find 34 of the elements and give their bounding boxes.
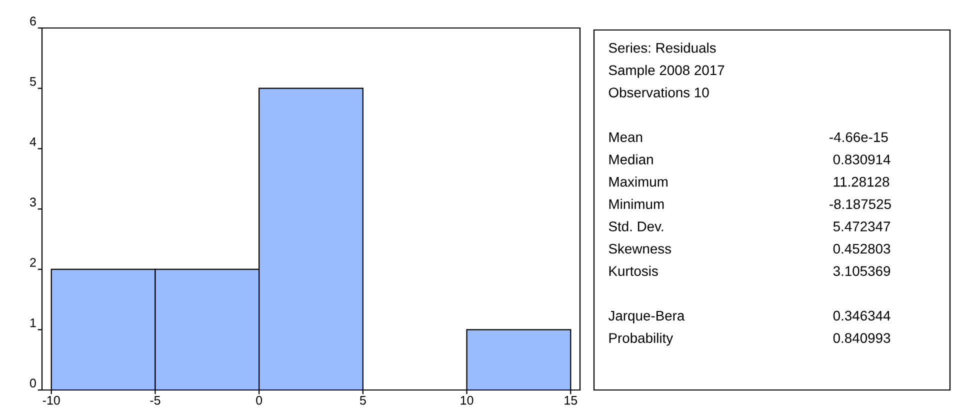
y-tick-label: 2 [30,258,36,267]
y-tick-label: 4 [30,137,36,146]
text: Minimum [609,198,664,210]
text: 11.28128 [834,176,890,187]
text: Kurtosis [609,266,658,276]
text: 0.452803 [833,244,890,254]
x-tick-label: -5 [150,396,160,405]
text: Std. Dev. [608,221,664,232]
text: 3.105369 [833,266,890,276]
text: 0.830914 [833,154,890,164]
x-tick-label: 0 [256,396,262,405]
x-tick-label: 15 [564,396,578,405]
text: Jarque-Bera [608,310,685,324]
text: Sample 2008 2017 [608,64,724,78]
x-tick-label: 5 [360,396,366,405]
text: -4.66e-15 [830,132,888,142]
x-tick-label: 10 [460,396,474,405]
x-tick-label: -10 [42,396,60,405]
text: Maximum [609,176,668,187]
text: Skewness [608,243,672,254]
y-tick-label: 0 [30,378,36,388]
y-tick-label: 5 [30,77,36,86]
text: Series: Residuals [608,42,716,53]
text: 5.472347 [833,222,890,232]
y-tick-label: 1 [30,318,36,328]
text: 0.346344 [833,310,890,321]
y-tick-label: 6 [30,16,36,26]
text: Mean [609,132,642,142]
y-tick-label: 3 [30,198,36,207]
text: Observations 10 [608,87,709,98]
text: -8.187525 [830,199,891,210]
text: Median [609,154,653,164]
text: Probability [609,332,674,346]
text: 0.840993 [833,333,890,343]
